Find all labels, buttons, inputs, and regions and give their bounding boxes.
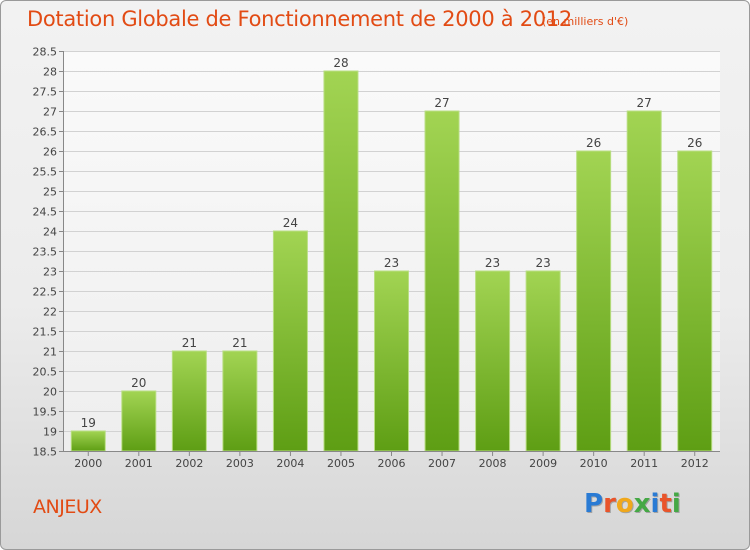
data-label: 24 — [283, 216, 298, 230]
data-label: 19 — [81, 416, 96, 430]
y-tick-label: 24.5 — [33, 206, 58, 219]
bar-2005 — [323, 70, 359, 452]
data-label: 20 — [131, 376, 146, 390]
bar-2000 — [70, 430, 106, 452]
y-tick-label: 20 — [43, 386, 57, 399]
x-tick-label: 2005 — [327, 457, 355, 470]
x-tick-label: 2002 — [175, 457, 203, 470]
y-tick-label: 25 — [43, 186, 57, 199]
y-tick-label: 22.5 — [33, 286, 58, 299]
y-tick-label: 24 — [43, 226, 57, 239]
x-tick-label: 2001 — [125, 457, 153, 470]
data-label: 23 — [485, 256, 500, 270]
x-tick-label: 2008 — [479, 457, 507, 470]
y-tick-label: 25.5 — [33, 166, 58, 179]
bars — [70, 70, 713, 452]
data-label: 23 — [535, 256, 550, 270]
y-tick-label: 19.5 — [33, 406, 58, 419]
y-tick-label: 28.5 — [33, 46, 58, 59]
data-label: 27 — [637, 96, 652, 110]
bar-2006 — [374, 270, 409, 452]
bar-2010 — [576, 150, 612, 452]
x-tick-label: 2009 — [529, 457, 557, 470]
bar-2012 — [677, 150, 713, 452]
data-labels: 19 20 21 21 24 28 23 27 23 23 26 27 26 — [81, 56, 703, 430]
x-tick-label: 2007 — [428, 457, 456, 470]
y-tick-label: 22 — [43, 306, 57, 319]
y-tick-label: 20.5 — [33, 366, 58, 379]
bar-2009 — [525, 270, 561, 452]
bar-2004 — [272, 230, 308, 452]
bar-2002 — [171, 350, 207, 452]
y-tick-label: 21.5 — [33, 326, 58, 339]
data-label: 27 — [434, 96, 449, 110]
data-label: 28 — [333, 56, 348, 70]
x-axis: 2000 2001 2002 2003 2004 2005 2006 2007 2008 2009… — [63, 451, 720, 470]
logo-letter: i — [671, 489, 681, 519]
chart-title: Dotation Globale de Fonctionnement de 20… — [27, 7, 572, 31]
y-tick-label: 23 — [43, 266, 57, 279]
y-tick-label: 27.5 — [33, 86, 58, 99]
commune-name: ANJEUX — [33, 496, 102, 518]
y-tick-label: 23.5 — [33, 246, 58, 259]
proxiti-logo[interactable]: Proxiti — [584, 489, 681, 519]
bar-2003 — [222, 350, 258, 452]
x-tick-label: 2012 — [681, 457, 709, 470]
x-tick-label: 2000 — [74, 457, 102, 470]
chart-subtitle: (en milliers d'€) — [542, 15, 629, 28]
logo-letter: t — [659, 489, 672, 519]
y-tick-label: 19 — [43, 426, 57, 439]
bar-2011 — [626, 110, 662, 452]
x-tick-label: 2004 — [276, 457, 304, 470]
y-tick-label: 28 — [43, 66, 57, 79]
bar-2001 — [121, 390, 157, 452]
bar-2008 — [475, 270, 511, 452]
data-label: 26 — [586, 136, 601, 150]
logo-letter: x — [633, 489, 651, 519]
logo-letter: o — [615, 489, 634, 519]
logo-letter: P — [584, 489, 604, 519]
data-label: 21 — [232, 336, 247, 350]
x-tick-label: 2003 — [226, 457, 254, 470]
x-tick-label: 2010 — [580, 457, 608, 470]
x-tick-label: 2011 — [630, 457, 658, 470]
logo-letter: i — [650, 489, 660, 519]
bar-2007 — [424, 110, 460, 452]
data-label: 21 — [182, 336, 197, 350]
y-tick-label: 26 — [43, 146, 57, 159]
data-label: 26 — [687, 136, 702, 150]
logo-letter: r — [603, 489, 616, 519]
x-tick-label: 2006 — [378, 457, 406, 470]
y-tick-label: 26.5 — [33, 126, 58, 139]
y-axis: 18.5 19 19.5 20 20.5 21 21.5 22 22.5 23 23.5 24 24.5… — [33, 46, 64, 459]
data-label: 23 — [384, 256, 399, 270]
y-tick-label: 27 — [43, 106, 57, 119]
y-tick-label: 21 — [43, 346, 57, 359]
y-tick-label: 18.5 — [33, 446, 58, 459]
